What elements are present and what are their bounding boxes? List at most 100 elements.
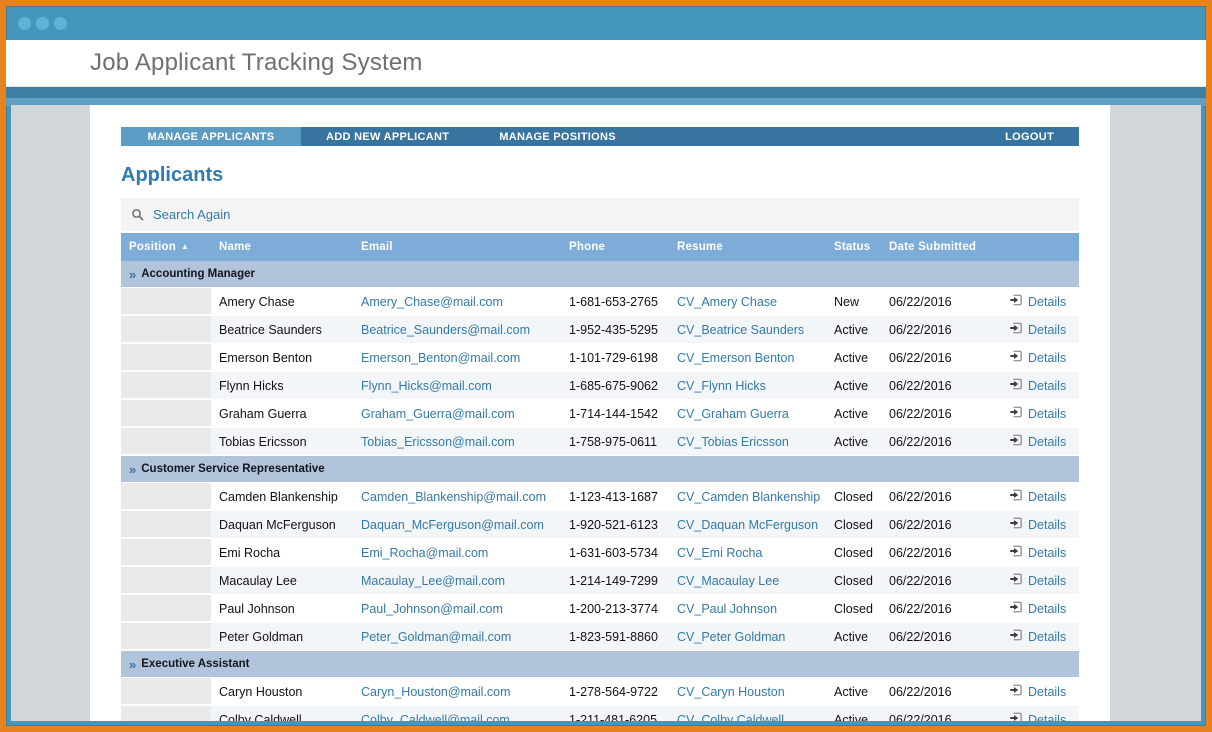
- applicant-name: Daquan McFerguson: [219, 517, 336, 532]
- resume-cell: CV_Flynn Hicks: [669, 379, 826, 393]
- details-icon: [1009, 405, 1023, 422]
- status-cell: Active: [834, 378, 869, 393]
- email-link[interactable]: Paul_Johnson@mail.com: [361, 601, 503, 616]
- resume-link[interactable]: CV_Beatrice Saunders: [677, 322, 805, 337]
- resume-link[interactable]: CV_Emerson Benton: [677, 350, 795, 365]
- resume-link[interactable]: CV_Colby Caldwell: [677, 712, 784, 722]
- email-cell: Emi_Rocha@mail.com: [353, 546, 561, 560]
- position-cell: [121, 372, 211, 399]
- search-again-link[interactable]: Search Again: [153, 207, 231, 222]
- email-link[interactable]: Colby_Caldwell@mail.com: [361, 712, 510, 722]
- applicant-name: Emi Rocha: [219, 545, 281, 560]
- email-link[interactable]: Flynn_Hicks@mail.com: [361, 378, 492, 393]
- details-link[interactable]: Details: [1009, 628, 1066, 645]
- nav-tab-manage-applicants[interactable]: MANAGE APPLICANTS: [121, 127, 301, 146]
- position-group-row[interactable]: » Accounting Manager: [121, 261, 1079, 288]
- nav-tab-add-new-applicant[interactable]: ADD NEW APPLICANT: [326, 130, 450, 143]
- email-link[interactable]: Emerson_Benton@mail.com: [361, 350, 521, 365]
- applicant-name: Peter Goldman: [219, 629, 304, 644]
- group-chevron-icon: »: [129, 656, 137, 672]
- email-link[interactable]: Graham_Guerra@mail.com: [361, 406, 515, 421]
- details-link[interactable]: Details: [1009, 405, 1066, 422]
- details-link[interactable]: Details: [1009, 377, 1066, 394]
- resume-link[interactable]: CV_Tobias Ericsson: [677, 434, 789, 449]
- status-cell: Active: [834, 684, 869, 699]
- resume-link[interactable]: CV_Peter Goldman: [677, 629, 786, 644]
- column-header-position[interactable]: Position ▲: [129, 241, 190, 253]
- position-group-row[interactable]: » Executive Assistant: [121, 651, 1079, 678]
- email-link[interactable]: Beatrice_Saunders@mail.com: [361, 322, 531, 337]
- position-group-row[interactable]: » Customer Service Representative: [121, 456, 1079, 483]
- status-cell: Active: [834, 712, 869, 722]
- details-link[interactable]: Details: [1009, 600, 1066, 617]
- date-submitted-cell: 06/22/2016: [889, 517, 952, 532]
- email-link[interactable]: Camden_Blankenship@mail.com: [361, 489, 546, 504]
- details-label: Details: [1028, 350, 1067, 365]
- email-link[interactable]: Macaulay_Lee@mail.com: [361, 573, 506, 588]
- resume-link[interactable]: CV_Daquan McFerguson: [677, 517, 819, 532]
- position-cell: [121, 316, 211, 343]
- status-cell: Closed: [834, 489, 873, 504]
- resume-link[interactable]: CV_Camden Blankenship: [677, 489, 821, 504]
- resume-link[interactable]: CV_Emi Rocha: [677, 545, 763, 560]
- applicant-name: Graham Guerra: [219, 406, 307, 421]
- details-link[interactable]: Details: [1009, 683, 1066, 700]
- email-link[interactable]: Amery_Chase@mail.com: [361, 294, 503, 309]
- applicant-name: Tobias Ericsson: [219, 434, 307, 449]
- details-cell: Details: [1001, 572, 1079, 589]
- details-label: Details: [1028, 545, 1067, 560]
- details-cell: Details: [1001, 377, 1079, 394]
- details-link[interactable]: Details: [1009, 488, 1066, 505]
- resume-link[interactable]: CV_Graham Guerra: [677, 406, 789, 421]
- column-header-phone[interactable]: Phone: [569, 241, 606, 253]
- column-header-name[interactable]: Name: [219, 241, 252, 253]
- nav-bar: MANAGE APPLICANTS ADD NEW APPLICANT MANAGE…: [121, 127, 1079, 146]
- details-link[interactable]: Details: [1009, 711, 1066, 721]
- column-header-status[interactable]: Status: [834, 241, 871, 253]
- applicant-row: Colby Caldwell Colby_Caldwell@mail.com 1-2…: [121, 706, 1079, 721]
- details-cell: Details: [1001, 433, 1079, 450]
- email-link[interactable]: Daquan_McFerguson@mail.com: [361, 517, 544, 532]
- details-cell: Details: [1001, 711, 1079, 721]
- status-cell: Active: [834, 322, 869, 337]
- phone-cell: 1-685-675-9062: [569, 378, 658, 393]
- resume-link[interactable]: CV_Paul Johnson: [677, 601, 778, 616]
- details-link[interactable]: Details: [1009, 433, 1066, 450]
- applicant-row: Peter Goldman Peter_Goldman@mail.com 1-823…: [121, 623, 1079, 651]
- group-chevron-icon: »: [129, 266, 137, 282]
- resume-link[interactable]: CV_Macaulay Lee: [677, 573, 780, 588]
- details-icon: [1009, 293, 1023, 310]
- details-cell: Details: [1001, 600, 1079, 617]
- date-submitted-cell: 06/22/2016: [889, 684, 952, 699]
- nav-logout-button[interactable]: LOGOUT: [1005, 130, 1054, 143]
- details-link[interactable]: Details: [1009, 293, 1066, 310]
- column-header-resume[interactable]: Resume: [677, 241, 723, 253]
- column-header-email[interactable]: Email: [361, 241, 393, 253]
- details-link[interactable]: Details: [1009, 321, 1066, 338]
- details-cell: Details: [1001, 293, 1079, 310]
- resume-cell: CV_Caryn Houston: [669, 685, 826, 699]
- window-control-dot[interactable]: [18, 16, 31, 30]
- details-link[interactable]: Details: [1009, 516, 1066, 533]
- resume-cell: CV_Tobias Ericsson: [669, 435, 826, 449]
- window-control-dot[interactable]: [54, 16, 67, 30]
- email-link[interactable]: Emi_Rocha@mail.com: [361, 545, 489, 560]
- resume-link[interactable]: CV_Caryn Houston: [677, 684, 785, 699]
- details-link[interactable]: Details: [1009, 349, 1066, 366]
- details-label: Details: [1028, 322, 1067, 337]
- phone-cell: 1-123-413-1687: [569, 489, 658, 504]
- email-link[interactable]: Tobias_Ericsson@mail.com: [361, 434, 515, 449]
- details-cell: Details: [1001, 405, 1079, 422]
- nav-tab-manage-positions[interactable]: MANAGE POSITIONS: [499, 130, 616, 143]
- resume-link[interactable]: CV_Amery Chase: [677, 294, 778, 309]
- details-icon: [1009, 711, 1023, 721]
- email-link[interactable]: Peter_Goldman@mail.com: [361, 629, 512, 644]
- resume-link[interactable]: CV_Flynn Hicks: [677, 378, 766, 393]
- window-control-dot[interactable]: [36, 16, 49, 30]
- details-link[interactable]: Details: [1009, 572, 1066, 589]
- details-icon: [1009, 628, 1023, 645]
- details-link[interactable]: Details: [1009, 544, 1066, 561]
- email-link[interactable]: Caryn_Houston@mail.com: [361, 684, 511, 699]
- status-cell: Active: [834, 434, 869, 449]
- column-header-date-submitted[interactable]: Date Submitted: [889, 241, 977, 253]
